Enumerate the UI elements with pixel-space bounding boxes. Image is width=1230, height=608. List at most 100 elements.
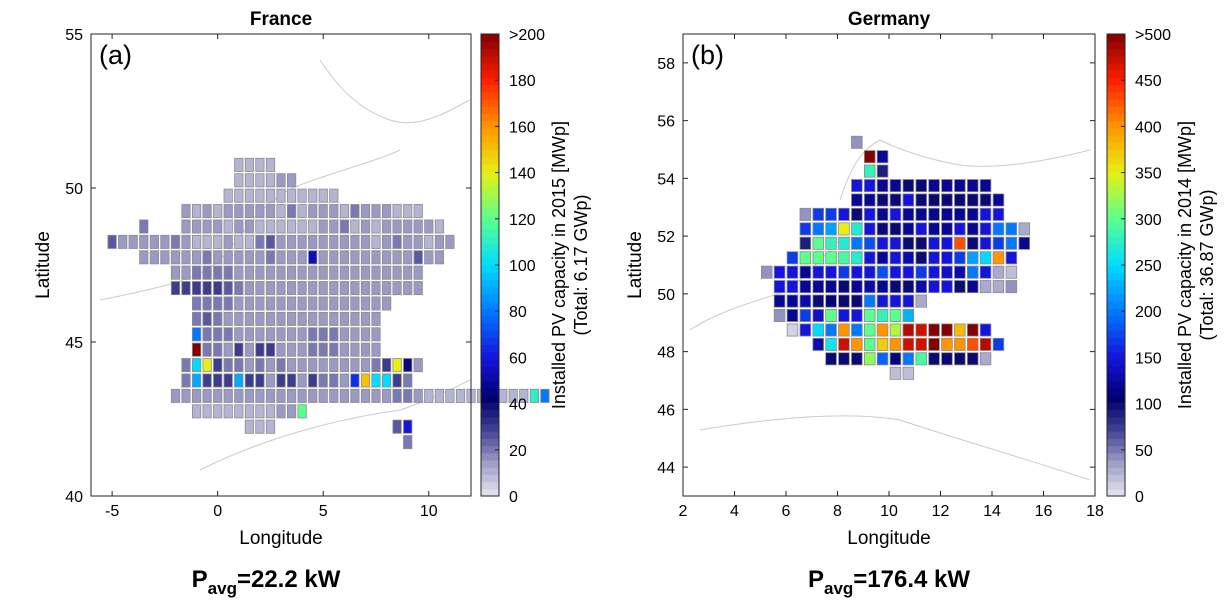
data-cell bbox=[361, 359, 369, 372]
colorbar-segment bbox=[1107, 294, 1125, 302]
data-cell bbox=[256, 205, 264, 218]
data-cell bbox=[298, 359, 306, 372]
data-cell bbox=[361, 205, 369, 218]
data-cell bbox=[955, 237, 966, 249]
colorbar-segment bbox=[481, 453, 499, 461]
data-cell bbox=[942, 353, 953, 365]
data-cell bbox=[298, 220, 306, 233]
data-cell bbox=[330, 328, 338, 341]
data-cell bbox=[277, 297, 285, 310]
data-cell bbox=[404, 389, 412, 402]
data-cell bbox=[903, 281, 914, 293]
x-tick-label: 5 bbox=[319, 503, 328, 520]
data-cell bbox=[203, 343, 211, 356]
data-cell bbox=[839, 338, 850, 350]
data-cell bbox=[839, 208, 850, 220]
colorbar-segment bbox=[481, 489, 499, 497]
y-tick-label: 56 bbox=[657, 114, 675, 131]
p-avg-subscript: avg bbox=[824, 579, 853, 598]
data-cell bbox=[287, 174, 295, 187]
colorbar-segment bbox=[481, 63, 499, 71]
data-cell bbox=[214, 205, 222, 218]
data-cell bbox=[319, 328, 327, 341]
data-cell bbox=[224, 374, 232, 387]
data-cell bbox=[256, 389, 264, 402]
data-cell bbox=[266, 235, 274, 248]
data-cell bbox=[955, 353, 966, 365]
data-cell bbox=[235, 374, 243, 387]
colorbar-segment bbox=[481, 352, 499, 360]
data-cell bbox=[203, 405, 211, 418]
data-cell bbox=[309, 297, 317, 310]
data-cell bbox=[245, 312, 253, 325]
data-cell bbox=[852, 223, 863, 235]
data-cell bbox=[929, 353, 940, 365]
data-cell bbox=[161, 251, 169, 264]
data-cell bbox=[890, 194, 901, 206]
colorbar-segment bbox=[1107, 222, 1125, 230]
data-cell bbox=[903, 252, 914, 264]
colorbar-segment bbox=[481, 438, 499, 446]
data-cell bbox=[1019, 237, 1030, 249]
data-cell bbox=[235, 282, 243, 295]
data-cell bbox=[340, 374, 348, 387]
data-cell bbox=[214, 297, 222, 310]
data-cell bbox=[404, 374, 412, 387]
data-cell bbox=[277, 235, 285, 248]
data-cell bbox=[256, 312, 264, 325]
data-cell bbox=[245, 189, 253, 202]
colorbar-tick-label: >500 bbox=[1135, 27, 1171, 44]
x-tick-label: 2 bbox=[679, 503, 688, 520]
data-cell bbox=[852, 338, 863, 350]
data-cell bbox=[287, 220, 295, 233]
data-cell bbox=[361, 282, 369, 295]
data-cell bbox=[277, 266, 285, 279]
data-cell bbox=[235, 266, 243, 279]
data-cell bbox=[245, 328, 253, 341]
panel-label: (b) bbox=[691, 40, 724, 70]
data-cell bbox=[319, 282, 327, 295]
data-cell bbox=[182, 374, 190, 387]
data-cell bbox=[235, 205, 243, 218]
data-cell bbox=[800, 266, 811, 278]
data-cell bbox=[826, 295, 837, 307]
colorbar-label: Installed PV capacity in 2014 [MWp] bbox=[1175, 121, 1195, 409]
data-cell bbox=[839, 237, 850, 249]
data-cell bbox=[404, 266, 412, 279]
data-cell bbox=[864, 353, 875, 365]
data-cell bbox=[319, 297, 327, 310]
colorbar-segment bbox=[1107, 301, 1125, 309]
data-cell bbox=[774, 281, 785, 293]
data-cell bbox=[298, 235, 306, 248]
data-cell bbox=[287, 328, 295, 341]
colorbar-segment bbox=[481, 301, 499, 309]
data-cell bbox=[414, 235, 422, 248]
data-cell bbox=[361, 343, 369, 356]
data-cell bbox=[813, 338, 824, 350]
data-cell bbox=[351, 282, 359, 295]
data-cell bbox=[140, 251, 148, 264]
data-cell bbox=[192, 374, 200, 387]
colorbar-tick-label: 200 bbox=[1135, 304, 1162, 321]
data-cell bbox=[435, 389, 443, 402]
data-cell bbox=[119, 235, 127, 248]
data-cell bbox=[1006, 281, 1017, 293]
x-axis-label: Longitude bbox=[239, 528, 322, 549]
x-tick-label: 16 bbox=[1035, 503, 1053, 520]
data-cell bbox=[182, 251, 190, 264]
data-cell bbox=[864, 223, 875, 235]
colorbar-segment bbox=[1107, 34, 1125, 42]
colorbar-segment bbox=[1107, 323, 1125, 331]
colorbar-segment bbox=[481, 106, 499, 114]
data-cell bbox=[351, 220, 359, 233]
data-cell bbox=[319, 312, 327, 325]
data-cell bbox=[890, 353, 901, 365]
data-cell bbox=[916, 237, 927, 249]
data-cell bbox=[319, 343, 327, 356]
data-cell bbox=[192, 282, 200, 295]
colorbar-tick-label: 350 bbox=[1135, 166, 1162, 183]
data-cell bbox=[890, 367, 901, 379]
data-cell bbox=[340, 328, 348, 341]
data-cell bbox=[993, 237, 1004, 249]
data-cell bbox=[813, 309, 824, 321]
